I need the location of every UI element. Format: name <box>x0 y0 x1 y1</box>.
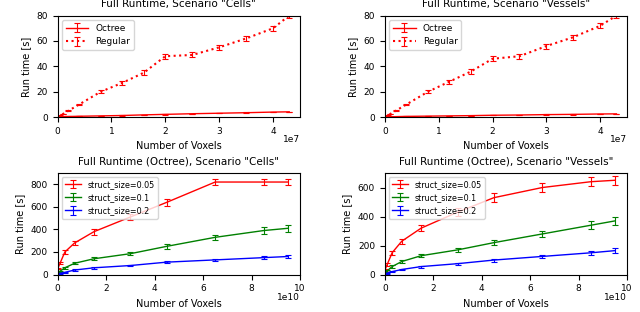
X-axis label: Number of Voxels: Number of Voxels <box>463 299 549 309</box>
Legend: struct_size=0.05, struct_size=0.1, struct_size=0.2: struct_size=0.05, struct_size=0.1, struc… <box>61 177 158 218</box>
Text: 1e10: 1e10 <box>277 293 300 302</box>
Text: 1e7: 1e7 <box>610 135 627 144</box>
Y-axis label: Run time [s]: Run time [s] <box>21 36 31 96</box>
X-axis label: Number of Voxels: Number of Voxels <box>136 141 221 151</box>
Title: Full Runtime (Octree), Scenario "Cells": Full Runtime (Octree), Scenario "Cells" <box>78 157 279 167</box>
Text: 1e7: 1e7 <box>283 135 300 144</box>
X-axis label: Number of Voxels: Number of Voxels <box>136 299 221 309</box>
Y-axis label: Run time [s]: Run time [s] <box>348 36 358 96</box>
Legend: Octree, Regular: Octree, Regular <box>389 20 461 50</box>
Legend: Octree, Regular: Octree, Regular <box>62 20 134 50</box>
Title: Full Runtime, Scenario "Cells": Full Runtime, Scenario "Cells" <box>101 0 256 9</box>
Legend: struct_size=0.05, struct_size=0.1, struct_size=0.2: struct_size=0.05, struct_size=0.1, struc… <box>389 177 485 218</box>
Y-axis label: Run time [s]: Run time [s] <box>342 194 352 254</box>
X-axis label: Number of Voxels: Number of Voxels <box>463 141 549 151</box>
Y-axis label: Run time [s]: Run time [s] <box>15 194 25 254</box>
Title: Full Runtime, Scenario "Vessels": Full Runtime, Scenario "Vessels" <box>422 0 590 9</box>
Title: Full Runtime (Octree), Scenario "Vessels": Full Runtime (Octree), Scenario "Vessels… <box>399 157 613 167</box>
Text: 1e10: 1e10 <box>604 293 627 302</box>
